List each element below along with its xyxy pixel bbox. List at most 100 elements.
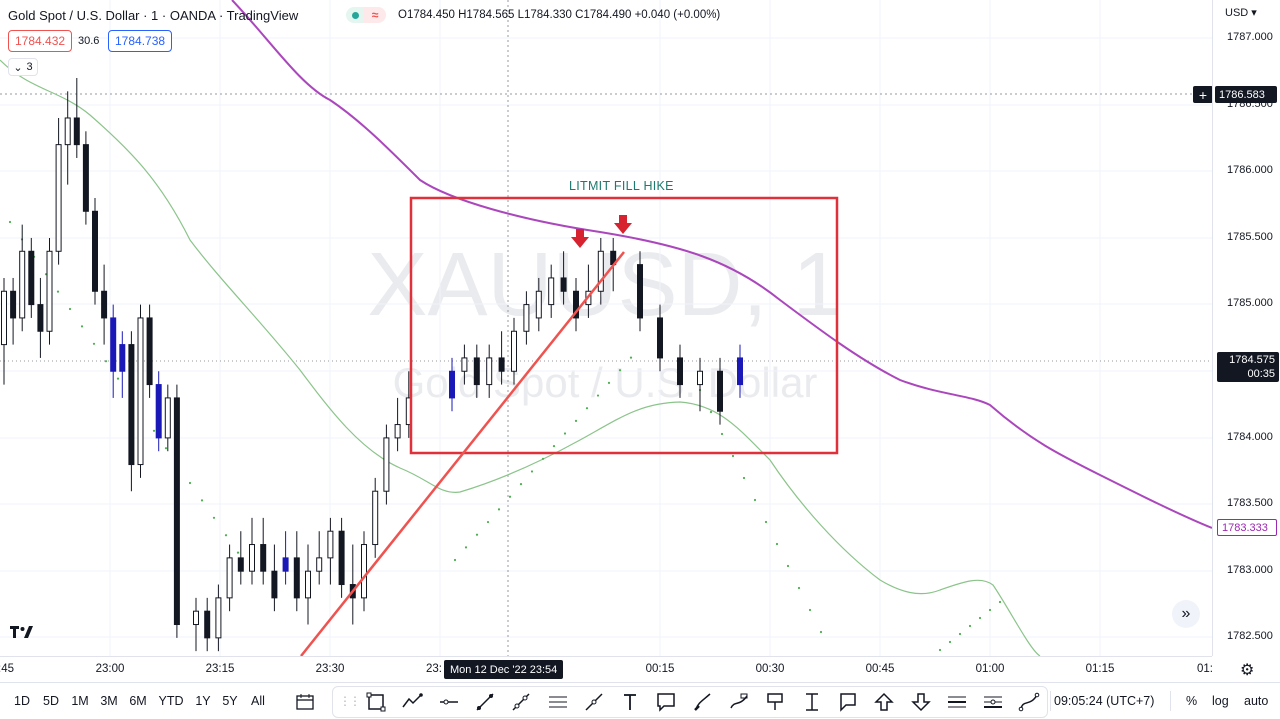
sar-dot	[938, 648, 942, 652]
arrow-up-icon[interactable]	[872, 690, 896, 714]
range-button-1d[interactable]: 1D	[14, 694, 30, 708]
price-label-icon[interactable]	[763, 690, 787, 714]
drag-handle-icon[interactable]: ⋮⋮	[339, 694, 361, 708]
path-tool-icon[interactable]	[400, 690, 424, 714]
range-button-all[interactable]: All	[251, 694, 265, 708]
range-button-1y[interactable]: 1Y	[195, 694, 211, 708]
sar-dot	[464, 546, 468, 549]
range-button-5d[interactable]: 5D	[43, 694, 59, 708]
parallel-channel-icon[interactable]	[546, 690, 570, 714]
price-tick-label: 1787.000	[1227, 31, 1273, 43]
sar-dot	[709, 410, 713, 414]
candle	[82, 131, 89, 225]
candle	[637, 251, 643, 332]
price-range-icon[interactable]	[800, 690, 824, 714]
crosshair-price-label: 1786.583	[1215, 86, 1277, 103]
candle	[535, 277, 542, 332]
trend-line-icon[interactable]	[473, 690, 497, 714]
annotation-rectangle[interactable]	[409, 196, 839, 455]
candle-body	[316, 557, 323, 572]
candle-body	[523, 304, 530, 332]
text-tool-icon[interactable]	[618, 690, 642, 714]
candle-body	[82, 144, 89, 212]
time-tick-label: 23:15	[205, 663, 235, 675]
candle	[73, 77, 80, 158]
scroll-to-realtime-button[interactable]: »	[1172, 600, 1200, 628]
divider	[1170, 691, 1171, 711]
arrow-marker-1[interactable]	[571, 229, 589, 248]
candle	[349, 544, 356, 625]
range-button-6m[interactable]: 6M	[129, 694, 147, 708]
market-status[interactable]: ≈	[346, 7, 386, 23]
candle	[461, 344, 468, 385]
curve-tool-icon[interactable]	[1017, 690, 1041, 714]
candle-body	[237, 557, 244, 572]
annotation-label[interactable]: LITMIT FILL HIKE	[569, 179, 674, 193]
sar-dot	[585, 407, 589, 410]
price-tick-label: 1782.500	[1227, 630, 1273, 642]
chart-area[interactable]: XAUUSD, 1 Gold Spot / U.S. Dollar Gold S…	[0, 0, 1212, 656]
sar-dot	[819, 630, 823, 634]
sar-dot	[563, 432, 567, 435]
sar-dot	[607, 381, 611, 384]
sar-dot	[948, 640, 952, 644]
sar-dot	[753, 498, 757, 502]
candle-body	[293, 557, 300, 599]
range-button-ytd[interactable]: YTD	[158, 694, 184, 708]
candle	[717, 357, 723, 425]
sar-dot	[629, 356, 633, 359]
rectangle-tool-icon[interactable]	[364, 690, 388, 714]
crosshair-plus-icon[interactable]: +	[1193, 86, 1213, 103]
clock-timezone[interactable]: 09:05:24 (UTC+7)	[1054, 694, 1155, 708]
horizontal-line-icon[interactable]	[437, 690, 461, 714]
currency-selector[interactable]: USD ▾	[1225, 6, 1257, 19]
arrow-marker-2[interactable]	[614, 215, 632, 234]
log-scale-button[interactable]: log	[1212, 694, 1229, 708]
extended-line-icon[interactable]	[582, 690, 606, 714]
candle-body	[92, 210, 98, 292]
tradingview-logo-icon[interactable]	[10, 626, 34, 645]
candle	[146, 304, 153, 398]
percent-scale-button[interactable]: %	[1186, 694, 1198, 708]
range-button-5y[interactable]: 5Y	[222, 694, 238, 708]
range-button-1m[interactable]: 1M	[71, 694, 89, 708]
short-position-icon[interactable]	[981, 690, 1005, 714]
trend-line[interactable]	[300, 251, 625, 656]
sar-dot	[808, 608, 812, 612]
brush-tool-icon[interactable]	[691, 690, 715, 714]
highlighter-icon[interactable]	[727, 690, 751, 714]
buy-button[interactable]: 1784.738	[108, 30, 173, 52]
price-tick-label: 1785.000	[1227, 297, 1273, 309]
price-chart[interactable]: XAUUSD, 1 Gold Spot / U.S. Dollar	[0, 0, 1212, 656]
ray-tool-icon[interactable]	[509, 690, 533, 714]
sar-dot	[497, 508, 501, 511]
price-axis[interactable]: 1787.000 1786.500 1786.000 1785.500 1785.000…	[1212, 0, 1280, 656]
candle	[46, 237, 53, 345]
range-button-3m[interactable]: 3M	[100, 694, 118, 708]
candle-body	[260, 544, 267, 572]
candle-body	[215, 597, 222, 639]
time-tick-label: 01:00	[975, 663, 1005, 675]
arrow-down-icon[interactable]	[909, 690, 933, 714]
candle	[361, 531, 367, 612]
note-tool-icon[interactable]	[836, 690, 860, 714]
long-position-icon[interactable]	[945, 690, 969, 714]
callout-tool-icon[interactable]	[654, 690, 678, 714]
time-axis[interactable]: :4523:0023:1523:3023:00:1500:3000:4501:0…	[0, 656, 1213, 682]
candle	[193, 597, 199, 652]
sar-dot	[618, 369, 622, 372]
candle	[164, 384, 171, 452]
chart-settings-gear-icon[interactable]: ⚙	[1240, 662, 1255, 679]
candle-body	[394, 424, 401, 439]
sell-button[interactable]: 1784.432	[8, 30, 73, 52]
candle-body	[327, 530, 334, 559]
candle	[498, 331, 505, 385]
candle	[548, 264, 555, 318]
indicators-toggle-button[interactable]: ⌄ 3	[8, 58, 38, 76]
candle	[226, 544, 233, 612]
candle	[737, 344, 743, 398]
symbol-title[interactable]: Gold Spot / U.S. Dollar · 1 · OANDA · Tr…	[8, 8, 299, 23]
compare-calendar-icon[interactable]	[293, 690, 317, 714]
auto-scale-button[interactable]: auto	[1244, 694, 1269, 708]
candle	[64, 91, 71, 185]
